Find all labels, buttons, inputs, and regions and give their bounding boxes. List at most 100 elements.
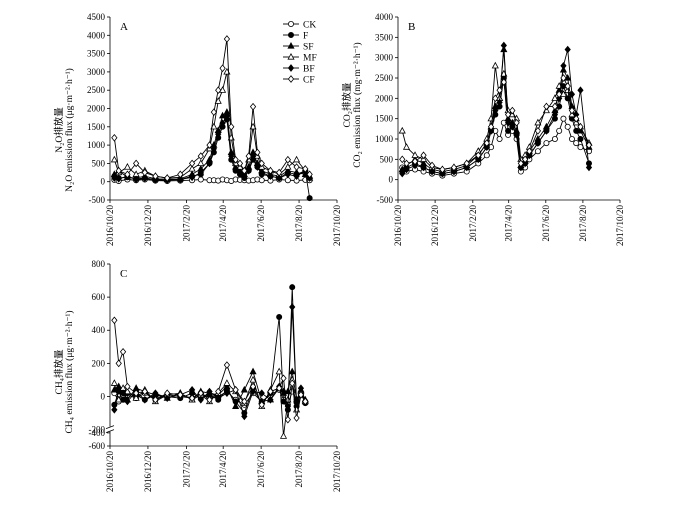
data-point xyxy=(560,61,567,70)
data-point xyxy=(223,35,231,43)
data-point xyxy=(267,166,274,175)
series-cf xyxy=(111,35,313,182)
data-point xyxy=(115,395,123,403)
legend-item: CF xyxy=(283,75,315,86)
y-tick-label: 2500 xyxy=(375,73,394,83)
data-point xyxy=(236,168,244,177)
data-point xyxy=(513,131,520,139)
x-tick-label: 2017/10/20 xyxy=(332,205,342,247)
data-point xyxy=(223,382,231,390)
data-point xyxy=(164,394,171,402)
data-point xyxy=(306,170,313,179)
data-point xyxy=(573,114,580,123)
x-tick-label: 2017/6/20 xyxy=(256,451,266,488)
data-point xyxy=(556,127,563,134)
data-point xyxy=(543,140,550,147)
data-point xyxy=(302,397,309,406)
data-point xyxy=(223,111,231,120)
data-point xyxy=(551,94,559,101)
x-tick-label: 2017/10/20 xyxy=(615,205,625,247)
data-point xyxy=(564,123,571,130)
data-point xyxy=(219,119,226,127)
legend-item: MF xyxy=(283,52,317,64)
data-point xyxy=(123,387,131,395)
y-tick-label: 1500 xyxy=(87,122,106,132)
data-point xyxy=(284,415,291,424)
data-point xyxy=(197,389,204,398)
data-point xyxy=(556,94,563,103)
data-point xyxy=(210,108,217,116)
y-tick-label: -200 xyxy=(89,425,106,435)
x-tick-label: 2016/12/20 xyxy=(430,205,440,247)
data-point xyxy=(223,361,231,369)
data-point xyxy=(115,359,122,368)
data-point xyxy=(504,110,512,119)
data-point xyxy=(228,152,235,160)
series-cf xyxy=(111,316,309,424)
data-point xyxy=(483,139,490,147)
data-point xyxy=(463,163,470,172)
data-point xyxy=(559,90,568,97)
data-point xyxy=(111,405,118,414)
x-tick-label: 2016/10/20 xyxy=(105,205,115,247)
y-tick-label: 600 xyxy=(92,292,106,302)
legend-item: SF xyxy=(283,41,314,53)
data-point xyxy=(218,86,227,93)
data-point xyxy=(288,367,296,375)
legend-label: CF xyxy=(303,76,315,86)
x-tick-label: 2017/4/20 xyxy=(504,205,514,242)
data-point xyxy=(267,172,274,181)
data-point xyxy=(534,118,542,126)
data-point xyxy=(475,151,482,160)
data-point xyxy=(275,367,283,375)
data-point xyxy=(564,82,571,90)
data-point xyxy=(543,102,550,111)
y-tick-label: -500 xyxy=(377,195,394,205)
y-tick-label: 2000 xyxy=(87,104,106,114)
y-tick-label: 2000 xyxy=(375,93,394,103)
data-point xyxy=(232,402,240,410)
y-tick-label: 400 xyxy=(92,325,106,335)
data-point xyxy=(241,172,248,181)
series-ck xyxy=(399,115,592,179)
data-point xyxy=(280,374,287,383)
x-tick-label: 2017/4/20 xyxy=(218,451,228,488)
data-point xyxy=(475,155,482,164)
data-point xyxy=(188,394,196,402)
data-point xyxy=(411,161,419,170)
data-point xyxy=(232,386,239,394)
y-axis-title-en: N₂O emission flux (μg·m⁻²·h⁻¹) xyxy=(64,68,75,192)
y-tick-label: 0 xyxy=(101,391,106,401)
data-point xyxy=(568,106,576,115)
x-tick-label: 2016/10/20 xyxy=(105,451,115,493)
data-point xyxy=(560,74,567,82)
y-tick-label: 500 xyxy=(380,154,394,164)
data-point xyxy=(306,195,313,202)
data-point xyxy=(152,395,159,404)
data-point xyxy=(206,387,213,396)
data-point xyxy=(215,130,222,138)
data-point xyxy=(228,122,235,131)
data-point xyxy=(197,152,204,160)
data-point xyxy=(152,172,159,181)
data-point xyxy=(439,169,446,178)
data-point xyxy=(218,111,227,119)
data-point xyxy=(577,122,584,131)
legend-item: F xyxy=(283,32,308,42)
data-point xyxy=(522,155,529,164)
legend-item: CK xyxy=(283,21,316,31)
y-tick-label: 200 xyxy=(92,358,106,368)
y-tick-label: 3500 xyxy=(87,49,106,59)
legend-item: BF xyxy=(283,64,315,75)
data-point xyxy=(284,170,291,179)
data-point xyxy=(210,144,217,153)
data-point xyxy=(577,135,584,142)
data-point xyxy=(399,155,406,164)
data-point xyxy=(293,414,300,422)
data-point xyxy=(411,157,419,166)
data-point xyxy=(254,163,261,171)
series-cf xyxy=(399,74,593,174)
legend-label: BF xyxy=(303,65,315,75)
y-tick-label: 3000 xyxy=(375,53,394,63)
x-tick-label: 2017/8/20 xyxy=(578,205,588,242)
